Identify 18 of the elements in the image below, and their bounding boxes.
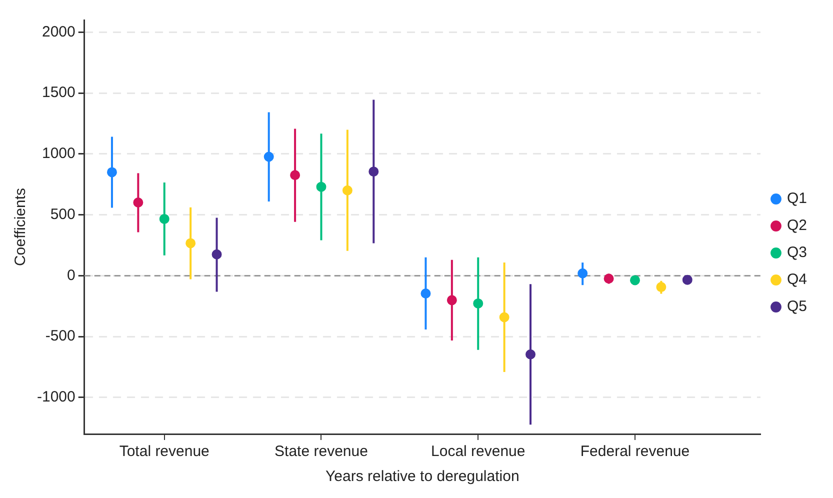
x-tick-label: State revenue <box>274 443 368 460</box>
y-tick-label: -1000 <box>36 388 76 406</box>
y-tick-label: 1500 <box>42 84 76 102</box>
x-tick-label: Total revenue <box>119 443 210 460</box>
y-tick-label: -500 <box>45 328 76 345</box>
legend-label: Q1 <box>786 190 808 208</box>
y-tick-label: 0 <box>67 266 76 284</box>
legend-label: Q5 <box>786 298 808 316</box>
x-tick-label: Federal revenue <box>580 443 690 460</box>
y-tick-label: 1000 <box>42 145 76 162</box>
y-axis-title: Coefficients <box>12 188 30 266</box>
legend-label: Q2 <box>786 217 808 234</box>
legend-label: Q3 <box>786 244 808 262</box>
x-tick-label: Local revenue <box>431 443 526 460</box>
x-axis-title: Years relative to deregulation <box>326 468 520 486</box>
legend-label: Q4 <box>786 271 808 288</box>
y-tick-label: 2000 <box>42 23 76 40</box>
y-tick-label: 500 <box>50 206 76 223</box>
